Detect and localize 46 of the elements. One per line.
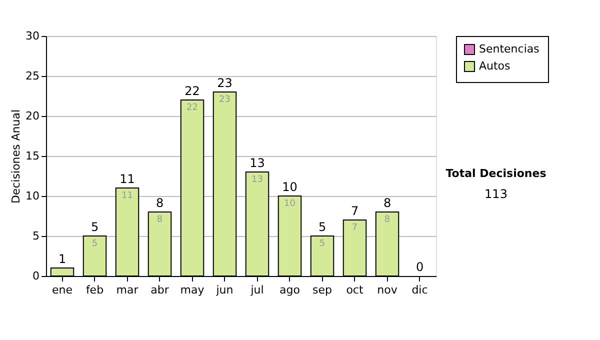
total-label: 5 <box>90 220 99 234</box>
legend-label: Autos <box>479 60 511 72</box>
data-label: 10 <box>284 199 296 209</box>
x-tick-label: jun <box>215 284 234 296</box>
data-label: 5 <box>319 239 326 249</box>
data-label: 13 <box>252 175 263 185</box>
x-tick-label: nov <box>377 284 398 296</box>
x-tick-label: may <box>180 284 205 296</box>
total-label: 8 <box>156 196 164 210</box>
total-label: 23 <box>217 76 232 90</box>
data-label: 5 <box>92 239 98 249</box>
total-label: 10 <box>282 180 298 194</box>
y-tick-label: 15 <box>26 150 40 162</box>
data-label: 22 <box>186 103 198 113</box>
data-label: 8 <box>156 215 163 225</box>
y-axis-title: Decisiones Anual <box>10 109 23 204</box>
legend-label: Sentencias <box>479 42 540 56</box>
text: Total Decisiones <box>446 167 547 180</box>
y-tick-label: 5 <box>32 230 40 242</box>
x-tick-label: oct <box>346 284 364 296</box>
x-tick-label: sep <box>312 284 332 296</box>
y-tick-label: 10 <box>26 190 40 202</box>
total-label: 13 <box>250 156 265 170</box>
data-label: 11 <box>122 191 133 201</box>
x-tick-label: abr <box>150 284 170 296</box>
y-tick-label: 30 <box>26 30 40 42</box>
data-label: 8 <box>384 215 390 225</box>
data-label: 7 <box>352 223 358 233</box>
total-label: 11 <box>120 172 135 186</box>
x-tick-label: dic <box>412 284 428 296</box>
x-tick-label: ago <box>280 284 300 296</box>
total-label: 22 <box>184 84 200 98</box>
x-tick-label: jul <box>250 284 264 296</box>
x-tick-label: feb <box>86 284 104 296</box>
total-label: 0 <box>416 260 424 274</box>
text: 113 <box>484 187 508 201</box>
y-tick-label: 20 <box>26 110 40 122</box>
y-tick-label: 0 <box>32 270 40 282</box>
total-label: 8 <box>383 196 392 210</box>
x-tick-label: mar <box>116 284 139 296</box>
x-tick-label: ene <box>52 284 73 296</box>
total-label: 7 <box>350 204 359 218</box>
data-label: 23 <box>219 95 230 105</box>
total-label: 5 <box>318 220 326 234</box>
y-tick-label: 25 <box>26 70 40 82</box>
total-label: 1 <box>58 252 66 266</box>
